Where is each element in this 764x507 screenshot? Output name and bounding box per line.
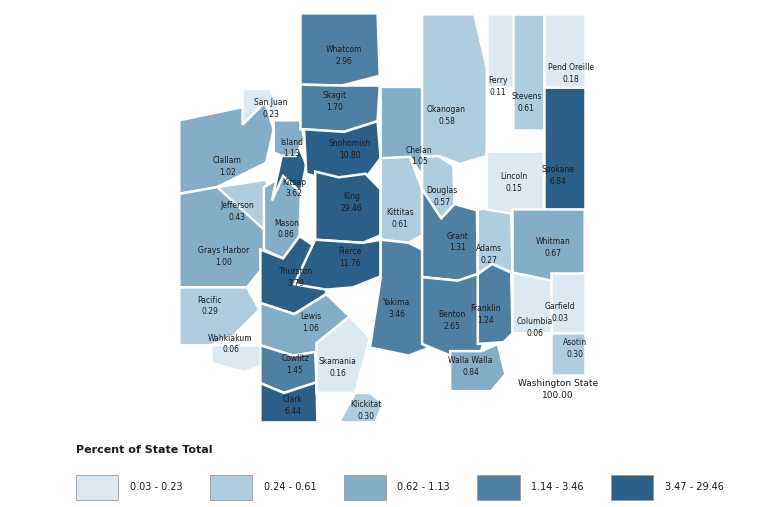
Text: Snohomish
10.80: Snohomish 10.80	[329, 139, 371, 160]
Polygon shape	[180, 187, 272, 287]
Polygon shape	[552, 273, 584, 333]
Text: Douglas
0.57: Douglas 0.57	[426, 186, 458, 207]
Text: 0.24 - 0.61: 0.24 - 0.61	[264, 483, 316, 492]
Text: Skagit
1.70: Skagit 1.70	[322, 91, 346, 112]
Polygon shape	[478, 207, 513, 274]
Text: Adams
0.27: Adams 0.27	[476, 244, 503, 265]
Polygon shape	[180, 102, 274, 194]
Text: Chelan
1.05: Chelan 1.05	[406, 146, 432, 166]
Text: Pacific
0.29: Pacific 0.29	[197, 296, 222, 316]
Text: 1.14 - 3.46: 1.14 - 3.46	[531, 483, 584, 492]
Text: Pierce
11.76: Pierce 11.76	[338, 247, 361, 268]
Polygon shape	[300, 13, 380, 86]
Polygon shape	[217, 179, 272, 238]
Text: 0.03 - 0.23: 0.03 - 0.23	[130, 483, 183, 492]
Polygon shape	[304, 121, 380, 183]
Polygon shape	[487, 14, 513, 87]
Polygon shape	[261, 382, 317, 422]
Polygon shape	[264, 176, 301, 259]
Polygon shape	[513, 14, 544, 130]
Text: Cowlitz
1.45: Cowlitz 1.45	[281, 354, 309, 375]
Text: Walla Walla
0.84: Walla Walla 0.84	[448, 356, 493, 377]
Polygon shape	[212, 345, 268, 372]
Text: Thurston
3.79: Thurston 3.79	[279, 267, 313, 287]
Text: Yakima
3.46: Yakima 3.46	[383, 298, 410, 319]
Text: 0.62 - 1.13: 0.62 - 1.13	[397, 483, 450, 492]
Polygon shape	[261, 345, 316, 393]
Polygon shape	[544, 14, 584, 87]
Text: King
29.46: King 29.46	[341, 192, 363, 213]
Text: Wahkiakum
0.06: Wahkiakum 0.06	[209, 334, 253, 354]
Text: Okanogan
0.58: Okanogan 0.58	[427, 105, 466, 126]
Polygon shape	[261, 236, 326, 314]
Text: Ferry
0.11: Ferry 0.11	[488, 77, 508, 97]
Text: Whatcom
2.96: Whatcom 2.96	[326, 45, 362, 66]
FancyBboxPatch shape	[611, 475, 653, 500]
Text: Klickitat
0.30: Klickitat 0.30	[350, 401, 381, 421]
Polygon shape	[422, 14, 487, 164]
Polygon shape	[478, 264, 513, 344]
Polygon shape	[316, 316, 370, 393]
Polygon shape	[487, 152, 544, 214]
Text: San Juan
0.23: San Juan 0.23	[254, 98, 287, 119]
Polygon shape	[422, 189, 478, 281]
Polygon shape	[300, 85, 380, 132]
Text: Lewis
1.06: Lewis 1.06	[300, 312, 322, 333]
Polygon shape	[544, 87, 584, 211]
Text: Garfield
0.03: Garfield 0.03	[545, 302, 575, 323]
Text: Skamania
0.16: Skamania 0.16	[319, 357, 356, 378]
Text: Benton
2.65: Benton 2.65	[439, 310, 465, 331]
Polygon shape	[180, 287, 260, 345]
Text: Stevens
0.61: Stevens 0.61	[511, 92, 542, 113]
Text: 3.47 - 29.46: 3.47 - 29.46	[665, 483, 724, 492]
Text: Whitman
0.67: Whitman 0.67	[536, 237, 570, 258]
Polygon shape	[338, 393, 384, 422]
Text: Grays Harbor
1.00: Grays Harbor 1.00	[198, 246, 250, 267]
Polygon shape	[242, 89, 280, 125]
Polygon shape	[380, 154, 422, 243]
Text: Mason
0.86: Mason 0.86	[274, 219, 299, 239]
Text: Kitsap
3.62: Kitsap 3.62	[282, 177, 306, 198]
Polygon shape	[380, 87, 439, 176]
Polygon shape	[370, 240, 439, 355]
Text: Island
1.13: Island 1.13	[280, 137, 303, 158]
Text: Grant
1.31: Grant 1.31	[446, 232, 468, 252]
FancyBboxPatch shape	[210, 475, 252, 500]
Text: Spokane
6.84: Spokane 6.84	[542, 165, 575, 186]
FancyBboxPatch shape	[478, 475, 520, 500]
Polygon shape	[261, 294, 349, 355]
Text: Columbia
0.06: Columbia 0.06	[516, 317, 553, 338]
Text: Jefferson
0.43: Jefferson 0.43	[220, 201, 254, 222]
Polygon shape	[513, 209, 584, 281]
FancyBboxPatch shape	[76, 475, 118, 500]
Text: Lincoln
0.15: Lincoln 0.15	[500, 172, 528, 193]
FancyBboxPatch shape	[344, 475, 386, 500]
Text: Clallam
1.02: Clallam 1.02	[213, 156, 242, 176]
Text: Percent of State Total: Percent of State Total	[76, 445, 213, 455]
Text: Franklin
1.24: Franklin 1.24	[470, 304, 500, 325]
Polygon shape	[274, 120, 304, 156]
Polygon shape	[513, 273, 552, 333]
Polygon shape	[422, 274, 492, 355]
Text: Kittitas
0.61: Kittitas 0.61	[387, 208, 414, 229]
Text: Clark
6.44: Clark 6.44	[283, 395, 303, 416]
Polygon shape	[450, 344, 506, 391]
Polygon shape	[552, 333, 584, 375]
Polygon shape	[272, 139, 306, 200]
Text: Asotin
0.30: Asotin 0.30	[563, 338, 587, 359]
Polygon shape	[294, 240, 380, 289]
Text: Washington State
100.00: Washington State 100.00	[518, 379, 598, 400]
Polygon shape	[316, 171, 380, 243]
Polygon shape	[422, 156, 455, 219]
Text: Pend Oreille
0.18: Pend Oreille 0.18	[549, 63, 594, 84]
